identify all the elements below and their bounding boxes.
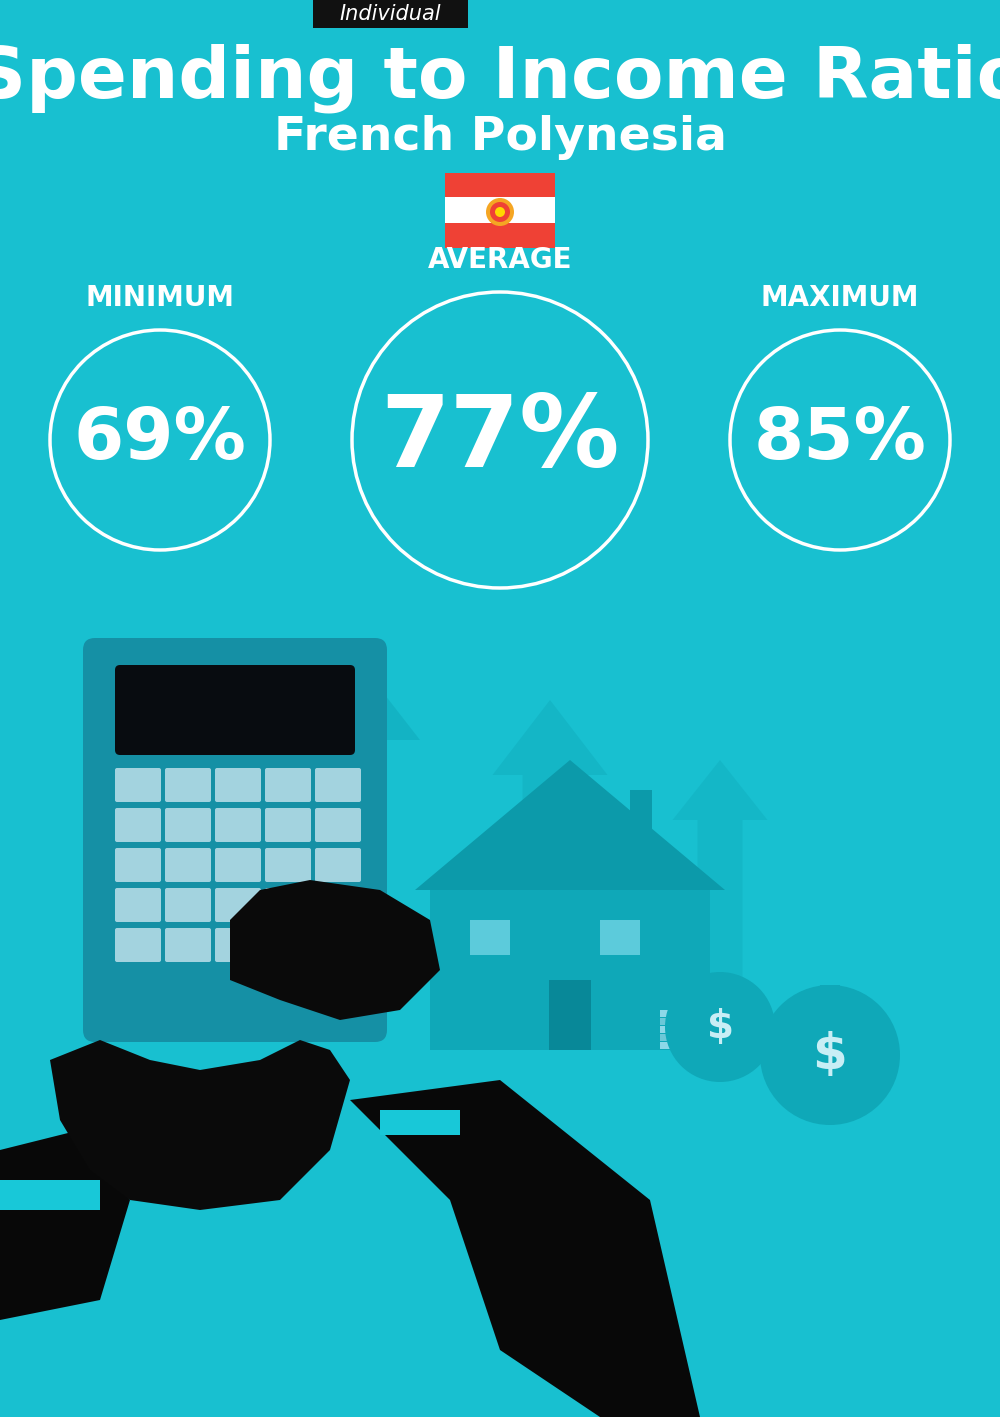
FancyBboxPatch shape: [265, 768, 311, 802]
Bar: [660, 1041, 725, 1049]
Bar: [660, 1026, 725, 1033]
FancyBboxPatch shape: [115, 928, 161, 962]
Polygon shape: [492, 700, 608, 1015]
Text: 85%: 85%: [754, 405, 926, 475]
Polygon shape: [0, 1129, 130, 1321]
FancyBboxPatch shape: [315, 928, 361, 962]
FancyBboxPatch shape: [312, 0, 468, 28]
Bar: [820, 985, 840, 1020]
FancyBboxPatch shape: [165, 808, 211, 842]
Text: $: $: [813, 1032, 847, 1078]
Text: Spending to Income Ratio: Spending to Income Ratio: [0, 44, 1000, 113]
Bar: [445, 173, 555, 197]
FancyBboxPatch shape: [215, 768, 261, 802]
Circle shape: [665, 972, 775, 1083]
FancyBboxPatch shape: [215, 928, 261, 962]
FancyBboxPatch shape: [83, 638, 387, 1041]
FancyBboxPatch shape: [215, 847, 261, 881]
Text: 69%: 69%: [74, 405, 246, 475]
FancyBboxPatch shape: [265, 808, 311, 842]
Circle shape: [490, 203, 510, 222]
Bar: [710, 973, 730, 1000]
FancyBboxPatch shape: [315, 808, 361, 842]
FancyBboxPatch shape: [215, 808, 261, 842]
Polygon shape: [230, 880, 440, 1020]
Circle shape: [495, 207, 505, 217]
Text: 77%: 77%: [380, 391, 620, 489]
Polygon shape: [350, 1080, 700, 1417]
Text: MINIMUM: MINIMUM: [86, 283, 234, 312]
Polygon shape: [280, 650, 420, 1010]
Polygon shape: [672, 760, 768, 1020]
FancyBboxPatch shape: [265, 928, 311, 962]
FancyBboxPatch shape: [165, 768, 211, 802]
Polygon shape: [50, 1040, 350, 1210]
Circle shape: [760, 985, 900, 1125]
Text: French Polynesia: French Polynesia: [274, 116, 726, 160]
FancyBboxPatch shape: [115, 808, 161, 842]
FancyBboxPatch shape: [165, 928, 211, 962]
Text: MAXIMUM: MAXIMUM: [761, 283, 919, 312]
Bar: [445, 197, 555, 222]
Bar: [549, 981, 591, 1050]
Circle shape: [486, 198, 514, 225]
FancyBboxPatch shape: [165, 888, 211, 922]
Bar: [470, 920, 510, 955]
FancyBboxPatch shape: [315, 888, 361, 922]
Bar: [380, 1110, 460, 1135]
FancyBboxPatch shape: [315, 847, 361, 881]
FancyBboxPatch shape: [115, 768, 161, 802]
Bar: [430, 890, 710, 1050]
Text: $: $: [706, 1007, 734, 1046]
Polygon shape: [415, 760, 725, 890]
Text: Individual: Individual: [339, 4, 441, 24]
FancyBboxPatch shape: [0, 1180, 100, 1210]
FancyBboxPatch shape: [265, 888, 311, 922]
Bar: [660, 1010, 725, 1017]
FancyBboxPatch shape: [165, 847, 211, 881]
Bar: [445, 222, 555, 248]
FancyBboxPatch shape: [115, 665, 355, 755]
FancyBboxPatch shape: [215, 888, 261, 922]
FancyBboxPatch shape: [115, 888, 161, 922]
Text: AVERAGE: AVERAGE: [428, 247, 572, 273]
FancyBboxPatch shape: [115, 847, 161, 881]
Bar: [660, 1034, 725, 1041]
Bar: [600, 920, 640, 955]
FancyBboxPatch shape: [315, 768, 361, 802]
Bar: [660, 1017, 725, 1024]
FancyBboxPatch shape: [265, 847, 311, 881]
Bar: [630, 791, 652, 845]
